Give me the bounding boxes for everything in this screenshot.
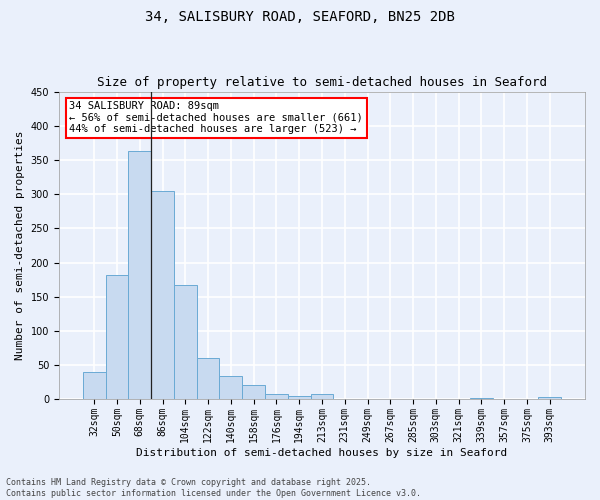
Title: Size of property relative to semi-detached houses in Seaford: Size of property relative to semi-detach… [97,76,547,90]
Bar [265,394,288,399]
Bar [220,376,242,399]
Bar [83,372,106,399]
Bar [242,386,265,399]
Bar [538,397,561,399]
X-axis label: Distribution of semi-detached houses by size in Seaford: Distribution of semi-detached houses by … [136,448,508,458]
Bar [197,358,220,399]
Text: 34 SALISBURY ROAD: 89sqm
← 56% of semi-detached houses are smaller (661)
44% of : 34 SALISBURY ROAD: 89sqm ← 56% of semi-d… [70,102,363,134]
Bar [288,396,311,399]
Bar [311,394,334,399]
Y-axis label: Number of semi-detached properties: Number of semi-detached properties [15,131,25,360]
Bar [470,398,493,399]
Bar [151,191,174,399]
Text: Contains HM Land Registry data © Crown copyright and database right 2025.
Contai: Contains HM Land Registry data © Crown c… [6,478,421,498]
Text: 34, SALISBURY ROAD, SEAFORD, BN25 2DB: 34, SALISBURY ROAD, SEAFORD, BN25 2DB [145,10,455,24]
Bar [174,285,197,399]
Bar [128,150,151,399]
Bar [106,275,128,399]
